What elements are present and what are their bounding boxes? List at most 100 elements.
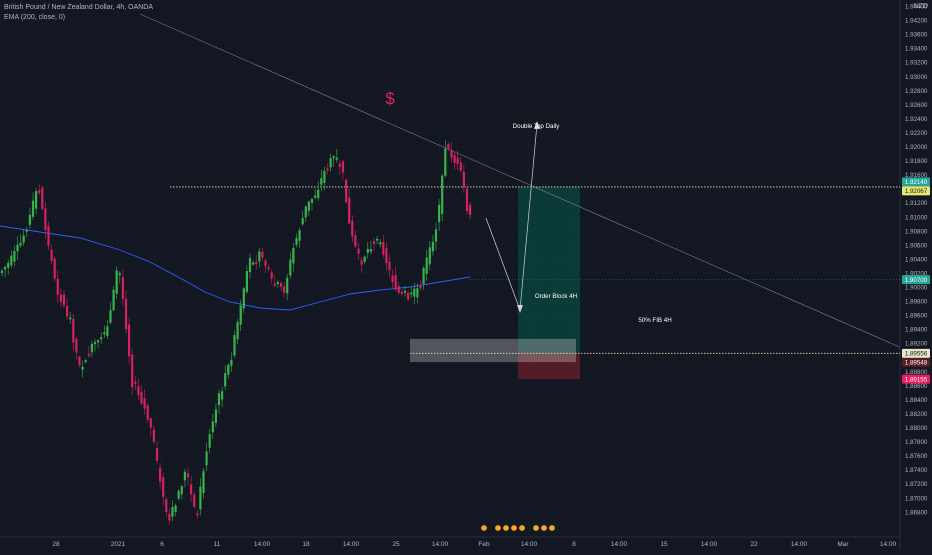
candle bbox=[149, 417, 152, 437]
candle-body bbox=[410, 292, 413, 295]
candle-body bbox=[394, 275, 397, 290]
y-tick-label: 1.93400 bbox=[905, 46, 928, 53]
candle bbox=[351, 215, 354, 243]
candle-body bbox=[97, 340, 100, 343]
candle-body bbox=[44, 208, 47, 230]
candle-body bbox=[118, 273, 121, 276]
candle bbox=[75, 336, 78, 360]
candle bbox=[382, 234, 385, 258]
candle-body bbox=[248, 258, 252, 273]
candle-body bbox=[292, 247, 295, 264]
candle-body bbox=[438, 204, 441, 223]
candle-body bbox=[391, 275, 394, 283]
candle-body bbox=[230, 359, 233, 366]
candle-body bbox=[450, 149, 453, 158]
candle-body bbox=[146, 405, 149, 420]
x-tick-label: 6 bbox=[160, 541, 164, 548]
candle bbox=[140, 385, 143, 405]
y-tick-label: 1.88600 bbox=[905, 383, 928, 390]
candle-body bbox=[0, 270, 4, 274]
candle-body bbox=[78, 356, 81, 366]
y-tick-label: 1.91000 bbox=[905, 214, 928, 221]
candle-body bbox=[441, 175, 444, 214]
candle-body bbox=[28, 214, 31, 225]
candle bbox=[217, 389, 221, 414]
candle-body bbox=[59, 294, 62, 302]
candle-body bbox=[134, 381, 137, 384]
candle bbox=[211, 413, 214, 440]
candle-body bbox=[456, 157, 459, 164]
candle bbox=[193, 491, 196, 509]
candle bbox=[261, 247, 264, 261]
candle bbox=[19, 234, 22, 248]
candle bbox=[56, 270, 59, 304]
candle-body bbox=[304, 206, 307, 218]
candle-body bbox=[217, 393, 221, 405]
candle-body bbox=[345, 179, 348, 203]
fib-label: 50% FIB 4H bbox=[638, 317, 671, 324]
candle-body bbox=[84, 360, 87, 363]
x-tick-label: 8 bbox=[572, 541, 576, 548]
candles bbox=[0, 140, 472, 525]
y-tick-label: 1.90000 bbox=[905, 285, 928, 292]
candle bbox=[190, 475, 193, 502]
candle-body bbox=[376, 238, 379, 241]
candle bbox=[258, 247, 261, 268]
candle bbox=[66, 299, 69, 320]
candle-body bbox=[149, 418, 152, 428]
candle-body bbox=[199, 486, 202, 510]
candle-body bbox=[419, 285, 422, 289]
candle-body bbox=[264, 260, 267, 267]
candle bbox=[304, 205, 307, 223]
candle bbox=[78, 355, 81, 368]
y-tick-label: 1.90600 bbox=[905, 242, 928, 249]
candle-body bbox=[469, 204, 472, 216]
x-tick-label: 28 bbox=[52, 541, 60, 548]
candle bbox=[419, 280, 422, 292]
candle-body bbox=[115, 270, 118, 294]
candle bbox=[385, 242, 388, 271]
candle bbox=[221, 386, 224, 408]
candle-body bbox=[66, 305, 69, 317]
candle-body bbox=[10, 255, 13, 266]
candle-body bbox=[369, 249, 372, 252]
price-label-target: 1.92140 bbox=[902, 177, 930, 187]
candle-body bbox=[180, 486, 183, 495]
candle-body bbox=[416, 288, 419, 298]
candle-body bbox=[165, 499, 168, 513]
x-axis-ticks: 28 2021 6 11 14:00 18 14:00 25 14:00 Feb 14:00 8 14:… bbox=[52, 541, 896, 548]
candle bbox=[177, 489, 180, 501]
candle bbox=[137, 379, 140, 400]
y-tick-label: 1.87000 bbox=[905, 495, 928, 502]
candle bbox=[341, 160, 345, 180]
y-tick-label: 1.91200 bbox=[905, 200, 928, 207]
indicator-label[interactable]: EMA (200, close, 0) bbox=[4, 14, 66, 21]
y-tick-label: 1.89200 bbox=[905, 341, 928, 348]
event-icon bbox=[494, 524, 502, 532]
price-label-last: 1.90700 bbox=[902, 275, 930, 285]
candle-body bbox=[270, 272, 273, 279]
candle-body bbox=[72, 318, 75, 343]
candle-body bbox=[159, 467, 162, 482]
candle-body bbox=[407, 293, 410, 300]
candle-body bbox=[87, 353, 90, 356]
candle bbox=[444, 140, 447, 178]
y-tick-label: 1.92600 bbox=[905, 102, 928, 109]
candle bbox=[131, 348, 134, 395]
candle bbox=[103, 325, 106, 338]
candle bbox=[422, 265, 425, 291]
candle bbox=[174, 503, 177, 517]
x-tick-label: 2021 bbox=[111, 541, 126, 548]
y-tick-label: 1.88800 bbox=[905, 369, 928, 376]
candle-body bbox=[168, 513, 171, 521]
symbol-title[interactable]: British Pound / New Zealand Dollar, 4h, … bbox=[4, 4, 154, 11]
candle bbox=[162, 473, 165, 505]
candle-body bbox=[121, 277, 124, 300]
candle bbox=[22, 229, 25, 246]
candle bbox=[248, 253, 252, 279]
candle-body bbox=[47, 226, 50, 246]
candle-body bbox=[152, 429, 155, 442]
